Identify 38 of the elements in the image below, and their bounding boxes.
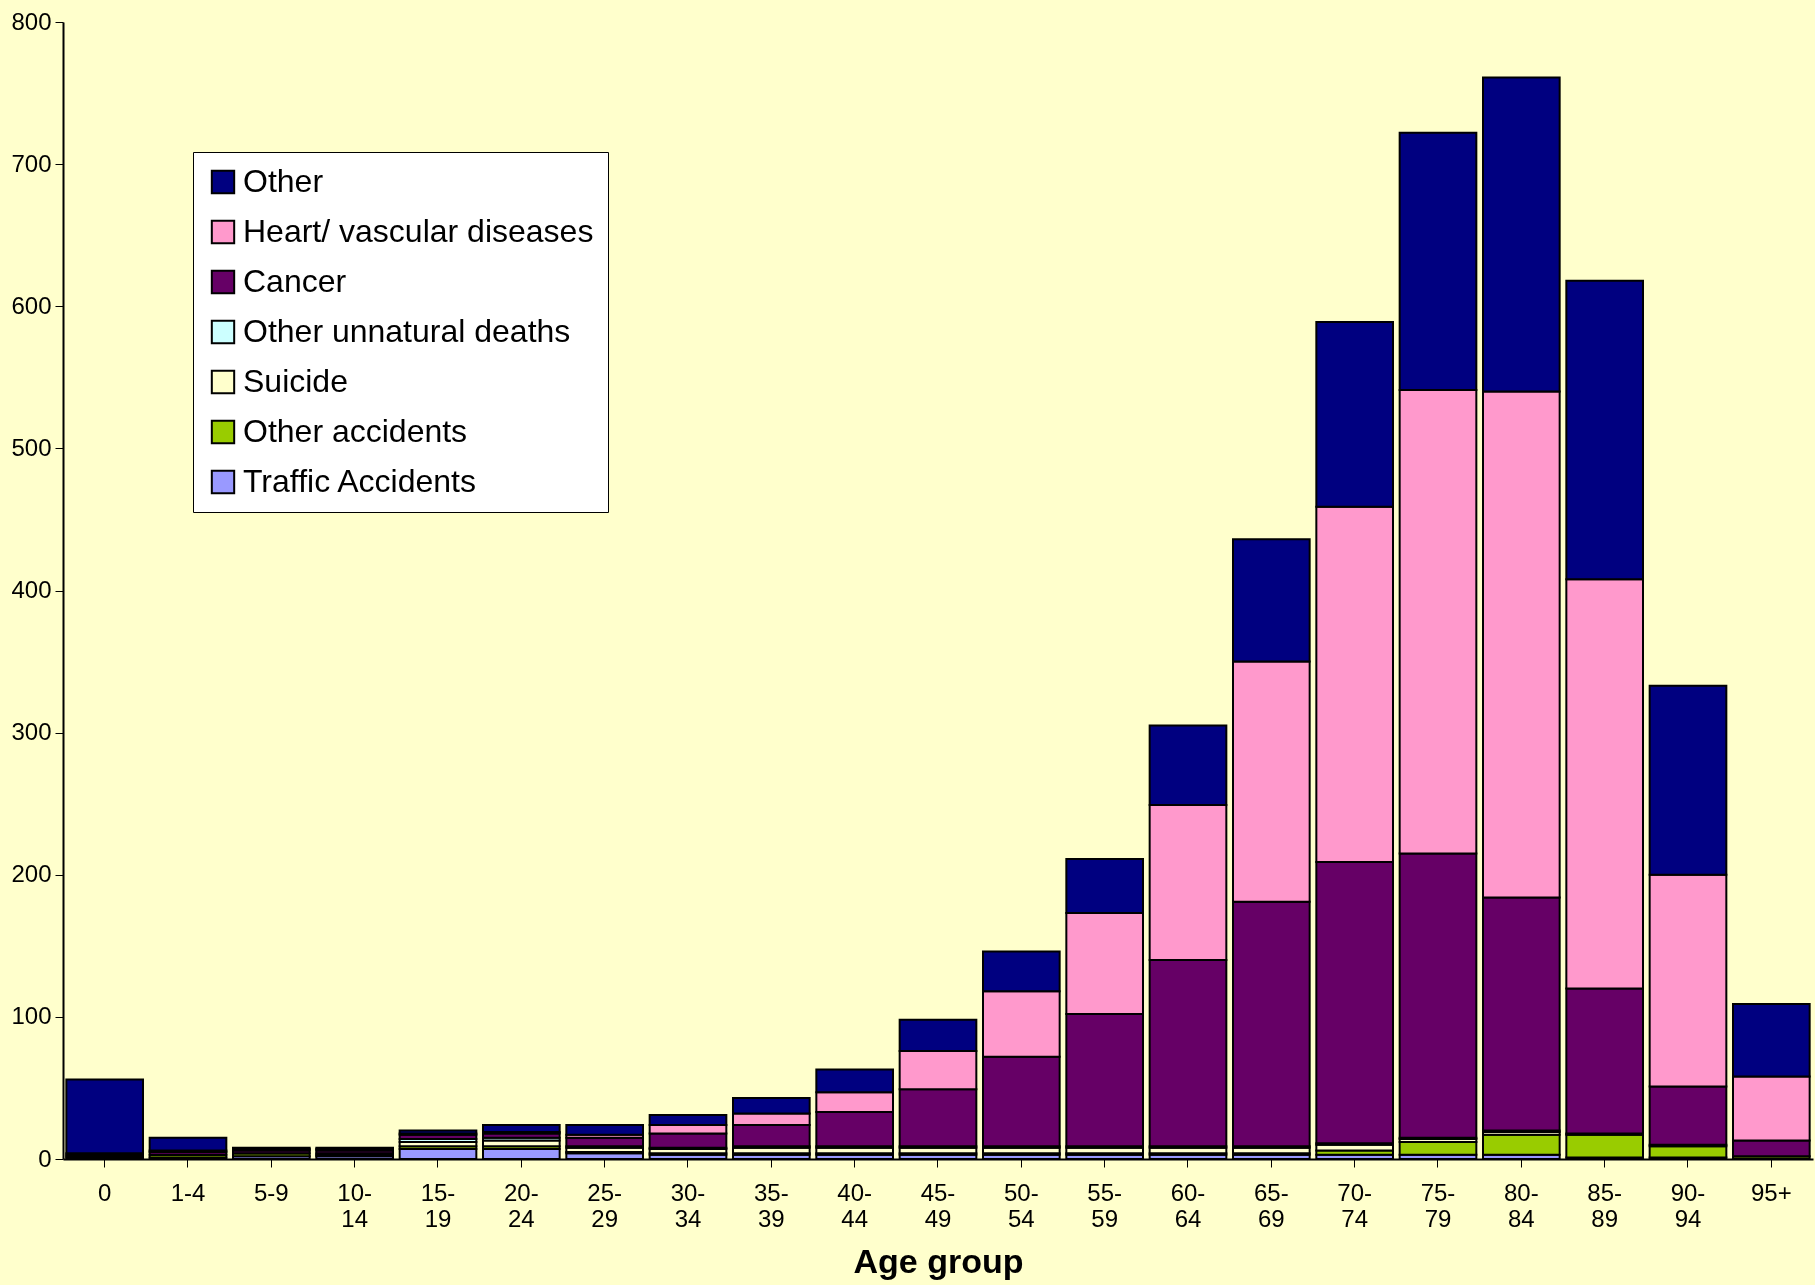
x-axis-title: Age group: [853, 1241, 1024, 1280]
legend-label: Other accidents: [243, 413, 468, 449]
y-tick-label: 100: [11, 1002, 52, 1030]
x-tick-label: 55-59: [1087, 1178, 1123, 1232]
x-tick-label: 85-89: [1587, 1178, 1623, 1232]
x-tick-label: 0: [97, 1178, 112, 1206]
x-tick-label: 40-44: [837, 1178, 873, 1232]
legend-label: Cancer: [243, 263, 347, 299]
x-tick-label: 70-74: [1337, 1178, 1373, 1232]
x-tick-label: 65-69: [1253, 1178, 1289, 1232]
x-tick-label: 5-9: [253, 1178, 289, 1206]
x-tick-label: 90-94: [1670, 1178, 1706, 1232]
legend-label: Heart/ vascular diseases: [243, 213, 594, 249]
x-tick-label: 60-64: [1170, 1178, 1206, 1232]
x-tick-label: 50-54: [1003, 1178, 1039, 1232]
x-tick-label: 10-14: [337, 1178, 373, 1232]
x-tick-label: 80-84: [1503, 1178, 1539, 1232]
x-tick-label: 20-24: [503, 1178, 539, 1232]
y-tick-label: 700: [11, 149, 52, 177]
legend-label: Other: [243, 163, 324, 199]
x-tick-label: 25-29: [587, 1178, 623, 1232]
y-tick-label: 800: [11, 7, 52, 35]
y-tick-label: 300: [11, 718, 52, 746]
y-tick-label: 200: [11, 860, 52, 888]
x-tick-label: 35-39: [753, 1178, 789, 1232]
y-tick-label: 500: [11, 433, 52, 461]
x-tick-label: 75-79: [1420, 1178, 1456, 1232]
y-tick-label: 600: [11, 291, 52, 319]
y-tick-label: 0: [38, 1144, 52, 1172]
legend-label: Suicide: [243, 363, 348, 399]
x-tick-label: 30-34: [670, 1178, 706, 1232]
x-tick-label: 95+: [1750, 1178, 1792, 1206]
y-tick-label: 400: [11, 576, 52, 603]
legend-label: Traffic Accidents: [243, 463, 476, 499]
legend-label: Other unnatural deaths: [243, 313, 571, 349]
x-tick-label: 1-4: [170, 1178, 206, 1206]
x-tick-label: 45-49: [920, 1178, 956, 1232]
x-tick-label: 15-19: [420, 1178, 456, 1232]
